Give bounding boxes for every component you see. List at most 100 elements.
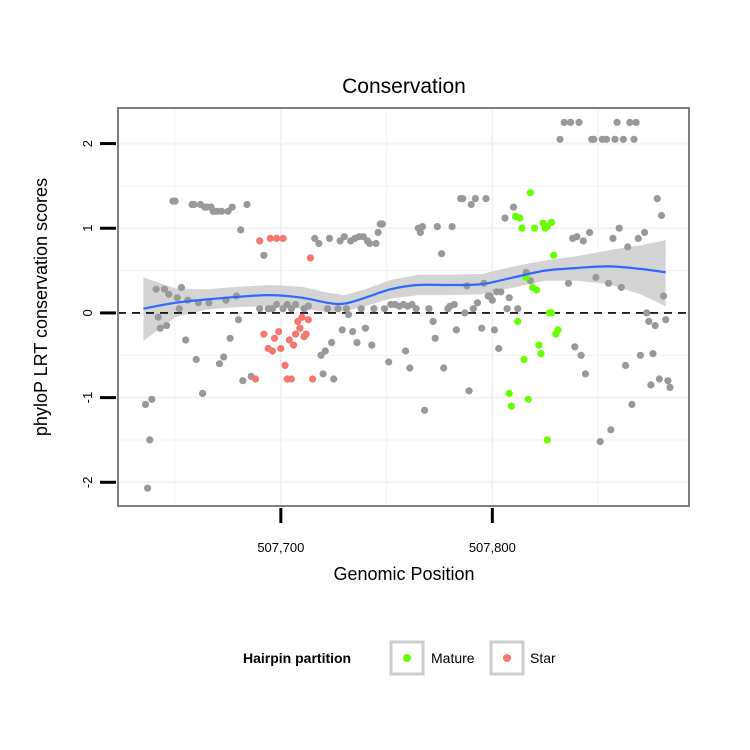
point-star	[285, 336, 293, 344]
point-other	[482, 195, 490, 203]
point-other	[146, 436, 154, 444]
point-other	[602, 135, 611, 143]
point-other	[148, 395, 156, 403]
point-other	[626, 118, 634, 126]
point-mature	[516, 214, 524, 222]
point-star	[306, 254, 314, 262]
point-other	[182, 336, 190, 344]
point-star	[304, 316, 312, 324]
point-mature	[547, 309, 556, 317]
y-tick-label: 1	[80, 225, 95, 232]
point-other	[334, 305, 342, 313]
point-other	[459, 195, 467, 203]
point-other	[495, 344, 503, 353]
point-other	[292, 300, 300, 309]
point-mature	[535, 341, 543, 349]
point-other	[657, 211, 666, 220]
legend-item-star: Star	[489, 640, 556, 676]
point-other	[592, 273, 600, 281]
point-other	[218, 207, 226, 215]
point-other	[165, 290, 173, 298]
point-other	[344, 311, 353, 319]
point-other	[622, 361, 630, 369]
point-other	[503, 305, 511, 313]
legend-dot-mature	[403, 654, 411, 662]
point-other	[577, 351, 585, 359]
ribbon-area	[143, 240, 666, 341]
point-mature	[547, 218, 556, 226]
point-other	[340, 233, 348, 241]
point-other	[418, 223, 427, 231]
point-other	[171, 197, 179, 205]
point-other	[628, 400, 636, 408]
point-star	[281, 361, 289, 369]
point-star	[292, 330, 300, 338]
legend-dot-star	[503, 654, 511, 662]
point-other	[175, 305, 183, 313]
point-other	[192, 355, 200, 364]
point-other	[199, 389, 207, 397]
point-other	[342, 305, 350, 313]
point-other	[666, 383, 674, 391]
point-other	[556, 135, 564, 143]
point-other	[619, 135, 628, 143]
point-other	[613, 118, 621, 126]
point-other	[615, 224, 623, 232]
point-mature	[524, 395, 532, 403]
plot-panel	[117, 107, 690, 507]
legend-label-star: Star	[530, 650, 556, 666]
x-tick-label: 507,800	[469, 540, 516, 555]
point-other	[641, 228, 649, 237]
point-other	[560, 118, 568, 126]
point-star	[251, 375, 260, 383]
point-other	[473, 299, 482, 307]
point-other	[590, 135, 598, 143]
point-star	[268, 347, 276, 355]
y-axis: -2 -1 0 1 2	[80, 140, 116, 488]
point-mature	[505, 389, 513, 397]
point-other	[220, 353, 228, 361]
point-other	[144, 484, 152, 492]
point-other	[467, 200, 475, 209]
point-other	[156, 324, 164, 332]
x-tick-label: 507,700	[257, 540, 304, 555]
point-star	[300, 333, 308, 341]
point-other	[353, 339, 361, 347]
point-other	[609, 234, 617, 242]
point-other	[177, 283, 185, 292]
point-other	[416, 228, 424, 237]
point-other	[429, 317, 437, 325]
point-other	[617, 283, 625, 292]
point-star	[287, 375, 295, 383]
point-other	[501, 214, 509, 222]
point-other	[643, 309, 651, 317]
point-other	[655, 375, 664, 383]
point-other	[579, 237, 587, 245]
point-other	[370, 305, 378, 313]
y-tick-label: -1	[80, 392, 95, 404]
point-other	[573, 233, 581, 241]
point-other	[368, 341, 376, 349]
legend: Hairpin partition Mature Star	[243, 640, 556, 676]
point-other	[237, 226, 245, 234]
point-other	[205, 299, 213, 307]
point-mature	[514, 317, 522, 325]
point-mature	[531, 224, 539, 232]
point-other	[319, 370, 327, 378]
point-other	[349, 328, 357, 336]
point-other	[152, 285, 160, 293]
point-other	[315, 239, 323, 248]
point-other	[243, 200, 251, 209]
point-other	[567, 118, 575, 126]
point-other	[273, 300, 281, 309]
point-other	[361, 324, 369, 332]
point-other	[497, 288, 505, 296]
point-other	[647, 381, 655, 389]
confidence-ribbon	[143, 240, 666, 341]
point-other	[490, 326, 498, 334]
point-other	[564, 279, 573, 287]
point-star	[275, 328, 283, 336]
point-other	[634, 234, 642, 242]
point-other	[160, 285, 169, 293]
point-other	[571, 343, 579, 351]
